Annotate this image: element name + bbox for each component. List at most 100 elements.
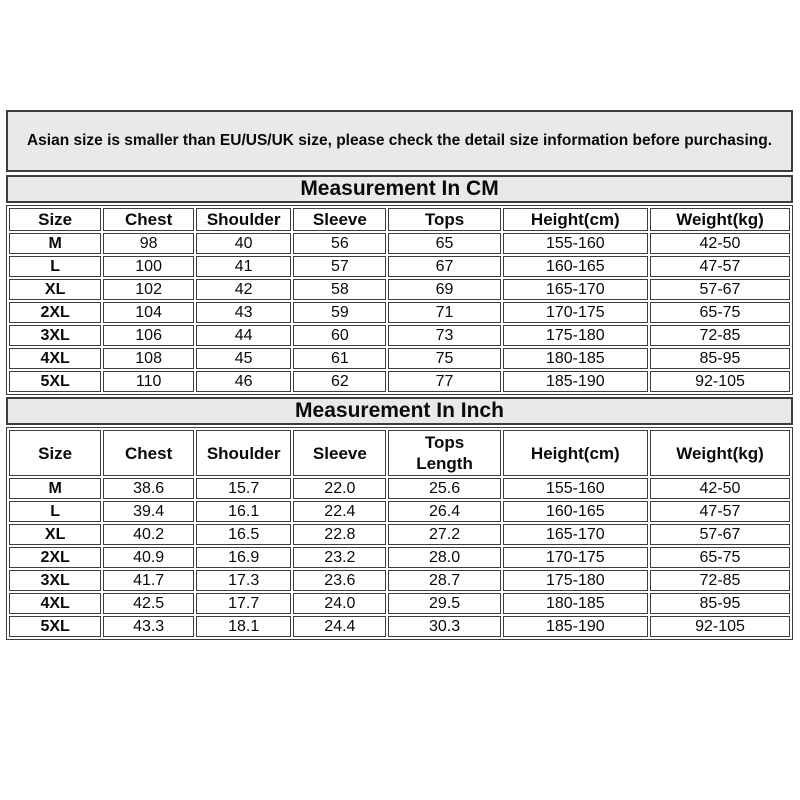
column-header: Chest [103,430,194,477]
table-row: 3XL 41.7 17.3 23.6 28.7 175-180 72-85 [9,570,790,592]
notice-banner: Asian size is smaller than EU/US/UK size… [6,110,793,172]
table-row: 2XL 40.9 16.9 23.2 28.0 170-175 65-75 [9,547,790,569]
value-cell: 42 [196,279,292,301]
size-cell: 5XL [9,371,102,393]
value-cell: 23.2 [293,547,387,569]
value-cell: 185-190 [502,616,648,638]
value-cell: 42.5 [103,593,194,615]
table-header-row: Size Chest Shoulder Sleeve Tops Length Height… [9,430,790,477]
value-cell: 40.9 [103,547,194,569]
value-cell: 46 [196,371,292,393]
value-cell: 170-175 [502,547,648,569]
column-header: Shoulder [196,208,292,232]
value-cell: 185-190 [502,371,648,393]
value-cell: 29.5 [388,593,501,615]
column-header: Weight(kg) [649,430,790,477]
value-cell: 98 [103,233,194,255]
value-cell: 67 [388,256,501,278]
value-cell: 28.7 [388,570,501,592]
value-cell: 165-170 [502,279,648,301]
value-cell: 72-85 [649,570,790,592]
column-header: Height(cm) [502,430,648,477]
inch-section-title-text: Measurement In Inch [295,399,504,423]
value-cell: 17.7 [196,593,292,615]
cm-measurements-table: Size Chest Shoulder Sleeve Tops Height(cm) Wei… [6,205,793,396]
value-cell: 18.1 [196,616,292,638]
value-cell: 72-85 [649,325,790,347]
value-cell: 43 [196,302,292,324]
value-cell: 104 [103,302,194,324]
value-cell: 71 [388,302,501,324]
column-header: Tops Length [388,430,501,477]
size-cell: M [9,478,102,500]
value-cell: 22.0 [293,478,387,500]
table-row: L 100 41 57 67 160-165 47-57 [9,256,790,278]
value-cell: 170-175 [502,302,648,324]
notice-text: Asian size is smaller than EU/US/UK size… [26,132,773,149]
value-cell: 155-160 [502,478,648,500]
table-row: XL 40.2 16.5 22.8 27.2 165-170 57-67 [9,524,790,546]
table-row: M 98 40 56 65 155-160 42-50 [9,233,790,255]
table-row: 4XL 42.5 17.7 24.0 29.5 180-185 85-95 [9,593,790,615]
value-cell: 23.6 [293,570,387,592]
value-cell: 17.3 [196,570,292,592]
value-cell: 92-105 [649,371,790,393]
value-cell: 38.6 [103,478,194,500]
column-header: Sleeve [293,208,387,232]
column-header: Weight(kg) [649,208,790,232]
value-cell: 43.3 [103,616,194,638]
value-cell: 106 [103,325,194,347]
value-cell: 39.4 [103,501,194,523]
cm-section-title-text: Measurement In CM [300,177,499,200]
value-cell: 85-95 [649,348,790,370]
value-cell: 110 [103,371,194,393]
size-cell: 3XL [9,325,102,347]
table-row: 5XL 43.3 18.1 24.4 30.3 185-190 92-105 [9,616,790,638]
value-cell: 175-180 [502,325,648,347]
value-cell: 41.7 [103,570,194,592]
value-cell: 45 [196,348,292,370]
value-cell: 59 [293,302,387,324]
value-cell: 65 [388,233,501,255]
value-cell: 108 [103,348,194,370]
column-header: Size [9,208,102,232]
value-cell: 175-180 [502,570,648,592]
value-cell: 56 [293,233,387,255]
value-cell: 22.4 [293,501,387,523]
inch-section-title: Measurement In Inch [6,397,793,426]
size-chart: Asian size is smaller than EU/US/UK size… [6,110,793,642]
column-header: Height(cm) [502,208,648,232]
value-cell: 155-160 [502,233,648,255]
table-row: M 38.6 15.7 22.0 25.6 155-160 42-50 [9,478,790,500]
size-cell: L [9,256,102,278]
value-cell: 160-165 [502,501,648,523]
column-header: Sleeve [293,430,387,477]
table-header-row: Size Chest Shoulder Sleeve Tops Height(cm) Wei… [9,208,790,232]
column-header: Chest [103,208,194,232]
column-header: Shoulder [196,430,292,477]
value-cell: 16.5 [196,524,292,546]
value-cell: 160-165 [502,256,648,278]
size-cell: M [9,233,102,255]
value-cell: 57-67 [649,279,790,301]
value-cell: 100 [103,256,194,278]
table-row: 4XL 108 45 61 75 180-185 85-95 [9,348,790,370]
value-cell: 42-50 [649,478,790,500]
size-cell: 2XL [9,302,102,324]
value-cell: 85-95 [649,593,790,615]
value-cell: 28.0 [388,547,501,569]
value-cell: 26.4 [388,501,501,523]
value-cell: 42-50 [649,233,790,255]
size-cell: 5XL [9,616,102,638]
value-cell: 75 [388,348,501,370]
value-cell: 16.9 [196,547,292,569]
value-cell: 27.2 [388,524,501,546]
value-cell: 77 [388,371,501,393]
column-header: Tops [388,208,501,232]
value-cell: 15.7 [196,478,292,500]
value-cell: 180-185 [502,593,648,615]
table-row: XL 102 42 58 69 165-170 57-67 [9,279,790,301]
table-row: 3XL 106 44 60 73 175-180 72-85 [9,325,790,347]
size-cell: 2XL [9,547,102,569]
value-cell: 60 [293,325,387,347]
